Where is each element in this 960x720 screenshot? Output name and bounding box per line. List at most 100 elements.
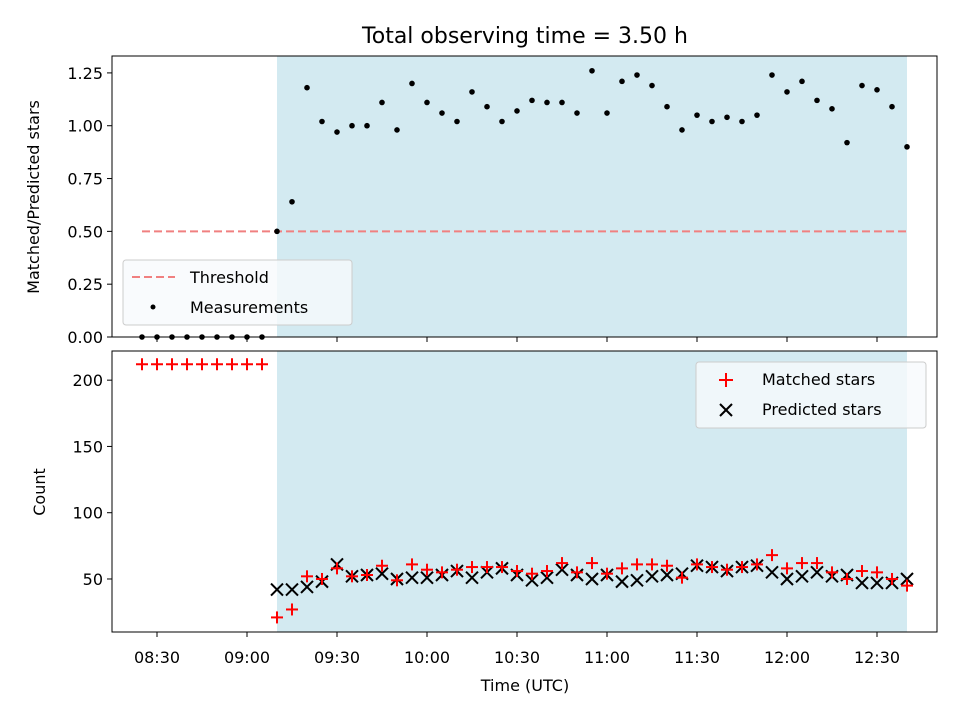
- matched-star-point: [436, 566, 448, 579]
- bottom-y-ticks: 50 100 150 200: [72, 371, 112, 589]
- bottom-legend-predicted-swatch: [719, 403, 733, 417]
- predicted-star-point: [855, 576, 869, 590]
- measurement-point: [859, 82, 865, 89]
- measurement-point: [844, 139, 850, 146]
- measurement-point: [394, 127, 400, 133]
- top-legend: Threshold Measurements: [122, 259, 353, 326]
- measurement-point: [904, 144, 910, 150]
- top-legend-measurements-label: Measurements: [190, 298, 308, 317]
- matched-star-point: [511, 565, 523, 578]
- measurement-point: [739, 118, 745, 125]
- predicted-star-point: [285, 582, 299, 597]
- measurement-point: [619, 78, 625, 85]
- matched-star-point: [841, 572, 853, 585]
- matched-star-point: [586, 557, 598, 570]
- measurement-point: [679, 127, 685, 133]
- measurement-point: [544, 99, 550, 106]
- bottom-legend-matched-label: Matched stars: [762, 370, 875, 389]
- measurement-point: [814, 97, 820, 104]
- top-legend-threshold-label: Threshold: [189, 268, 269, 287]
- top-y-tick-label: 0.00: [67, 328, 103, 347]
- matched-star-point: [316, 572, 328, 585]
- measurement-point: [604, 110, 610, 116]
- measurement-point: [514, 108, 520, 114]
- bottom-y-tick-label: 150: [72, 437, 103, 456]
- matched-star-point: [886, 572, 898, 585]
- measurement-point: [274, 228, 280, 235]
- measurement-point: [724, 114, 730, 121]
- top-y-ticks: 0.00 0.25 0.50 0.75 1.00 1.25: [67, 64, 112, 347]
- matched-star-point: [856, 565, 868, 578]
- measurement-point: [709, 118, 715, 125]
- matched-star-point: [406, 558, 418, 571]
- bottom-x-ticks: 08:30 09:00 09:30 10:00 10:30 11:00 11:30 12:00…: [134, 632, 900, 667]
- predicted-star-point: [465, 570, 479, 585]
- predicted-star-point: [420, 570, 434, 585]
- predicted-star-point: [300, 580, 314, 594]
- measurement-point: [424, 99, 430, 106]
- measurement-point: [784, 89, 790, 95]
- top-shaded-region: [277, 56, 907, 337]
- matched-star-point: [901, 579, 913, 592]
- measurement-point: [664, 103, 670, 110]
- matched-star-point: [646, 558, 658, 571]
- bottom-legend-predicted-label: Predicted stars: [762, 400, 882, 419]
- predicted-star-point: [585, 572, 599, 586]
- matched-star-point: [766, 549, 778, 562]
- measurement-point: [319, 118, 325, 125]
- matched-star-point: [811, 557, 823, 570]
- measurement-point: [769, 72, 775, 78]
- top-legend-box: [122, 259, 353, 326]
- matched-star-point: [796, 557, 808, 570]
- top-x-ticks: [156, 337, 878, 342]
- matched-star-point: [376, 559, 388, 572]
- predicted-star-point: [615, 574, 629, 589]
- predicted-star-point: [900, 572, 914, 586]
- bottom-legend-matched-swatch: [719, 373, 733, 387]
- top-y-axis-label: Matched/Predicted stars: [24, 100, 43, 294]
- top-axes-frame: [111, 55, 938, 338]
- bottom-y-tick-label: 100: [72, 504, 103, 523]
- measurement-point: [484, 103, 490, 110]
- x-tick-label: 11:30: [674, 648, 720, 667]
- bottom-y-tick-label: 200: [72, 371, 103, 390]
- predicted-star-point: [765, 565, 779, 580]
- matched-star-point: [466, 561, 478, 574]
- predicted-star-point: [810, 565, 824, 580]
- matched-star-point: [736, 561, 748, 574]
- predicted-star-point: [660, 568, 674, 582]
- matched-star-point: [301, 570, 313, 583]
- measurement-point: [694, 112, 700, 118]
- predicted-star-point: [645, 569, 659, 584]
- matched-star-point: [331, 562, 343, 575]
- x-tick-label: 12:30: [854, 648, 900, 667]
- chart-title: Total observing time = 3.50 h: [361, 24, 688, 49]
- x-tick-label: 12:00: [764, 648, 810, 667]
- measurement-point: [874, 87, 880, 93]
- matched-star-point: [181, 358, 193, 371]
- x-tick-label: 08:30: [134, 648, 180, 667]
- matched-star-point: [661, 559, 673, 572]
- measurement-point: [634, 72, 640, 78]
- matched-star-point: [721, 563, 733, 576]
- predicted-star-point: [870, 576, 884, 590]
- measurement-point: [889, 103, 895, 110]
- measurement-point: [469, 89, 475, 95]
- matched-star-point: [676, 571, 688, 584]
- bottom-axes-frame: [111, 350, 938, 633]
- measurement-point: [409, 80, 415, 87]
- predicted-star-point: [795, 569, 809, 584]
- measurement-point: [529, 97, 535, 104]
- predicted-star-point: [555, 562, 569, 577]
- matched-star-point: [781, 562, 793, 575]
- predicted-star-point: [405, 570, 419, 585]
- predicted-star-point: [375, 566, 389, 581]
- matched-star-point: [706, 561, 718, 574]
- matched-star-point: [286, 603, 298, 616]
- matched-star-point: [136, 358, 148, 371]
- predicted-star-point: [780, 572, 794, 586]
- measurement-point: [289, 198, 295, 205]
- top-legend-measurements-swatch: [150, 304, 156, 310]
- measurement-point: [754, 112, 760, 118]
